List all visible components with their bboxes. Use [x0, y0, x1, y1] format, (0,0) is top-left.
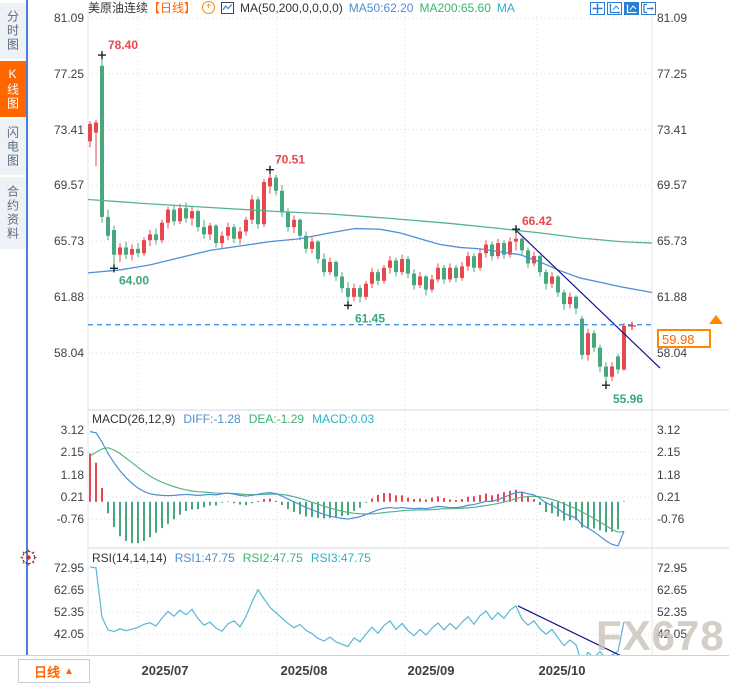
macd-dea-value: DEA:-1.29	[248, 412, 305, 426]
axis-scale-icon[interactable]	[607, 2, 622, 15]
rsi2-value: RSI2:47.75	[242, 551, 303, 565]
rsi-axis-label-right: 62.65	[657, 583, 688, 597]
date-label: 2025/09	[407, 663, 455, 678]
rsi3-value: RSI3:47.75	[310, 551, 371, 565]
rsi-axis-label-left: 72.95	[53, 561, 84, 575]
macd-axis-label-right: 0.21	[657, 489, 681, 504]
time-axis-footer: 日线 ▲ 2025/07 2025/08 2025/09 2025/10	[0, 655, 729, 684]
macd-axis-label-right: 1.18	[657, 467, 681, 482]
macd-axis-label-left: 1.18	[60, 467, 84, 482]
sidebar-item-kline-chart[interactable]: K线图	[0, 61, 26, 117]
axis-scale-active-icon[interactable]	[624, 2, 639, 15]
price-axis-label-left: 61.88	[53, 290, 84, 305]
chevron-up-icon: ▲	[64, 665, 74, 677]
price-axis-label-left: 81.09	[53, 11, 84, 25]
price-axis-label-right: 58.04	[657, 345, 688, 360]
chart-toolbar	[590, 2, 656, 15]
sidebar: 分时图 K线图 闪电图 合约资料	[0, 0, 28, 655]
macd-header: MACD(26,12,9) DIFF:-1.28 DEA:-1.29 MACD:…	[92, 412, 374, 426]
price-axis-label-left: 77.25	[53, 66, 84, 81]
price-axis-label-right: 81.09	[657, 11, 688, 25]
current-price-box: 59.98	[657, 329, 711, 348]
mini-chart-icon[interactable]	[221, 1, 235, 14]
price-axis-label-right: 73.41	[657, 122, 688, 137]
price-axis-label-right: 61.88	[657, 290, 688, 305]
price-axis-label-left: 65.73	[53, 234, 84, 249]
macd-title: MACD(26,12,9)	[92, 412, 176, 426]
add-indicator-icon[interactable]: +	[202, 1, 216, 14]
sidebar-item-time-chart[interactable]: 分时图	[0, 3, 26, 59]
instrument-title: 美原油连续	[88, 1, 149, 15]
price-axis-label-right: 69.57	[657, 178, 688, 193]
rsi-axis-label-right: 42.05	[657, 627, 688, 641]
svg-text:78.40: 78.40	[108, 38, 138, 52]
period-label: 日线	[34, 664, 61, 680]
ma200-value: MA200:65.60	[419, 0, 491, 15]
macd-axis-label-right: -0.76	[657, 512, 685, 527]
svg-text:55.96: 55.96	[613, 392, 643, 406]
rsi1-value: RSI1:47.75	[174, 551, 235, 565]
period-selector-button[interactable]: 日线 ▲	[18, 659, 90, 683]
sidebar-item-contract-info[interactable]: 合约资料	[0, 177, 26, 249]
date-label: 2025/07	[141, 663, 189, 678]
rsi-title: RSI(14,14,14)	[92, 551, 167, 565]
indicator-settings-icon[interactable]	[20, 549, 37, 571]
date-label: 2025/08	[280, 663, 328, 678]
macd-axis-label-left: 3.12	[60, 423, 84, 438]
price-axis-label-left: 58.04	[53, 345, 84, 360]
price-axis-label-right: 77.25	[657, 66, 688, 81]
rsi-axis-label-left: 62.65	[53, 583, 84, 597]
ma-params-label: MA(50,200,0,0,0,0)	[240, 0, 343, 15]
macd-diff-value: DIFF:-1.28	[183, 412, 241, 426]
rsi-axis-label-left: 42.05	[53, 627, 84, 641]
macd-axis-label-right: 3.12	[657, 423, 681, 438]
chart-header: 美原油连续 【日线】 + MA(50,200,0,0,0,0) MA50:62.2…	[88, 0, 515, 16]
svg-text:64.00: 64.00	[119, 273, 149, 287]
rsi-axis-label-right: 52.35	[657, 605, 688, 619]
macd-axis-label-left: 2.15	[60, 445, 84, 460]
svg-text:70.51: 70.51	[275, 153, 305, 167]
crosshair-move-icon[interactable]	[590, 2, 605, 15]
svg-text:61.45: 61.45	[355, 311, 385, 325]
period-tag: 【日线】	[148, 1, 197, 15]
price-axis-label-left: 69.57	[53, 178, 84, 193]
rsi-axis-label-right: 72.95	[657, 561, 688, 575]
price-axis-label-left: 73.41	[53, 122, 84, 137]
rsi-header: RSI(14,14,14) RSI1:47.75 RSI2:47.75 RSI3…	[92, 551, 371, 565]
sidebar-item-lightning-chart[interactable]: 闪电图	[0, 119, 26, 175]
svg-text:66.42: 66.42	[522, 214, 552, 228]
price-axis-label-right: 65.73	[657, 234, 688, 249]
ma50-value: MA50:62.20	[348, 0, 414, 15]
price-up-arrow-icon	[709, 315, 723, 324]
rsi-axis-label-left: 52.35	[53, 605, 84, 619]
macd-axis-label-left: -0.76	[56, 512, 84, 527]
ma-extra-label: MA	[496, 0, 515, 15]
date-label: 2025/10	[538, 663, 586, 678]
macd-axis-label-right: 2.15	[657, 445, 681, 460]
macd-hist-value: MACD:0.03	[312, 412, 375, 426]
exit-chart-icon[interactable]	[641, 2, 656, 15]
macd-axis-label-left: 0.21	[60, 489, 84, 504]
